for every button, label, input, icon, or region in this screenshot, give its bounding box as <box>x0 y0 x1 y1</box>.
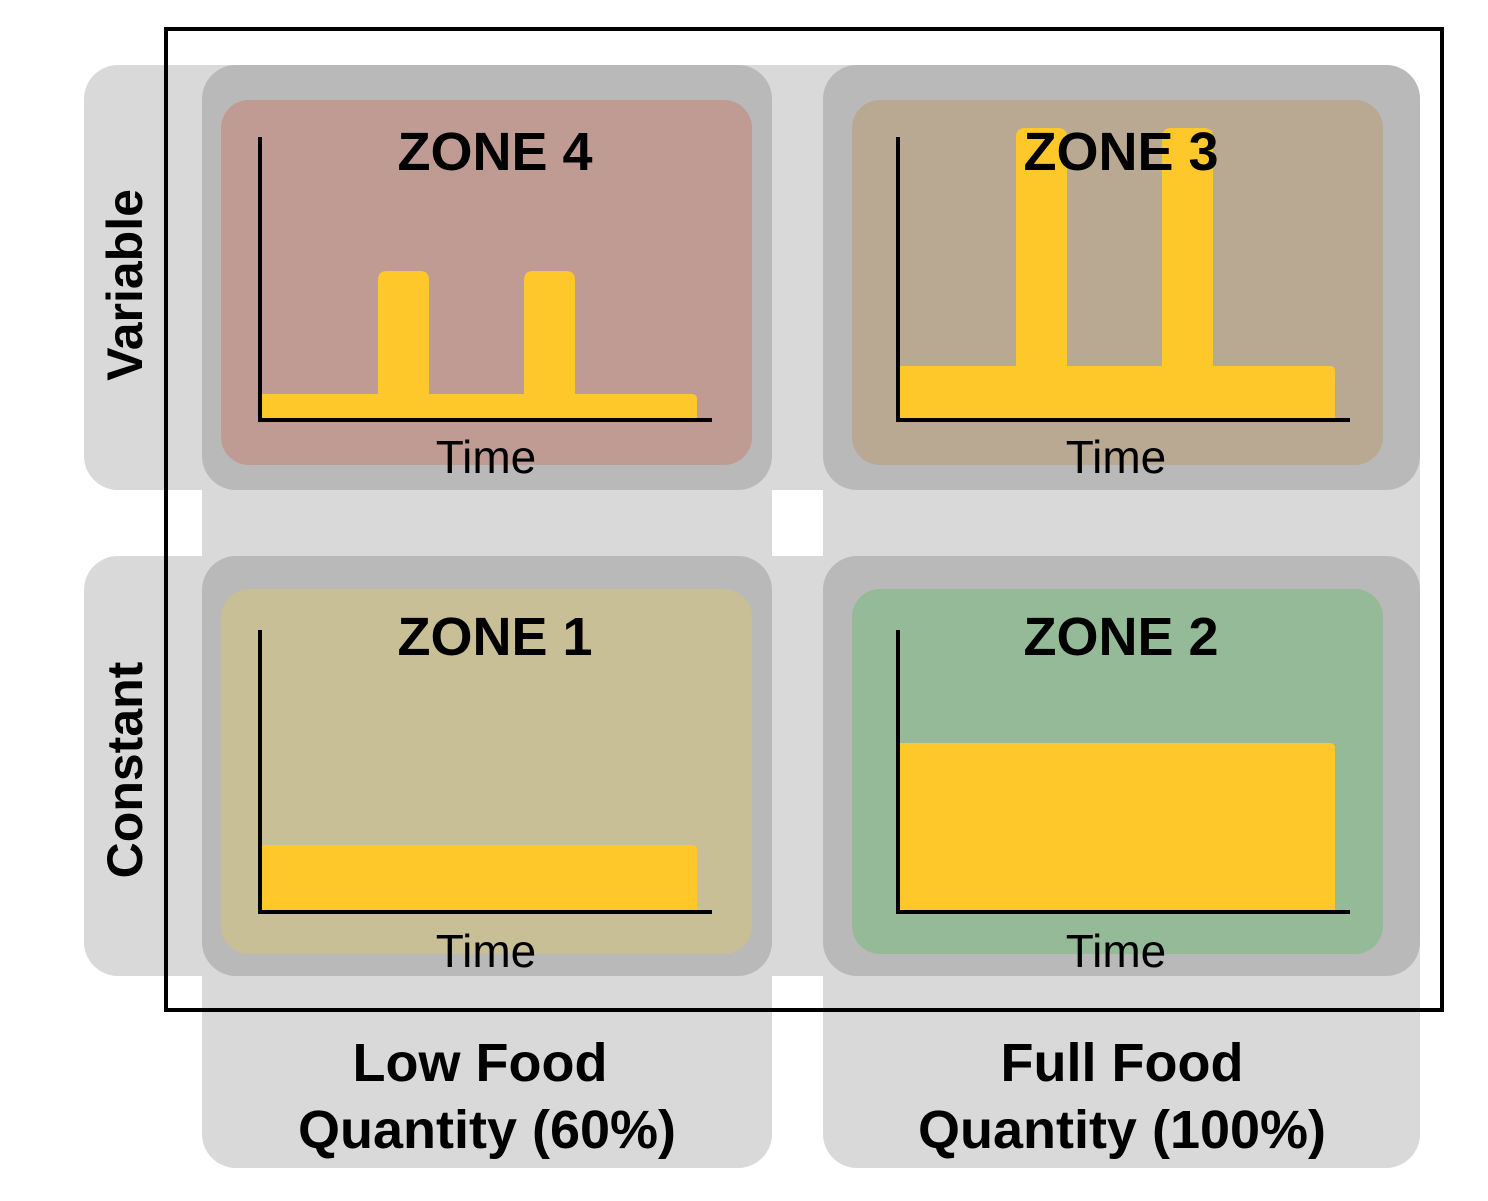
outer-frame <box>164 27 1444 1012</box>
zone-2-title: ZONE 2 <box>1023 607 1218 667</box>
column-label-low-line2: Quantity (60%) <box>298 1100 676 1160</box>
zone-3-panel: ZONE 3 Time <box>852 100 1383 483</box>
zone-2-axes <box>896 630 1350 914</box>
column-label-full-line1: Full Food <box>1001 1033 1244 1093</box>
zone-2-axis-label: Time <box>1066 925 1167 977</box>
row-label-variable: Variable <box>97 189 153 381</box>
zone-4-axes <box>258 137 712 422</box>
zone-1-food-profile <box>262 845 697 910</box>
column-label-low: Low Food Quantity (60%) <box>298 1033 676 1160</box>
zone-3-food-profile <box>900 128 1335 418</box>
column-label-full-line2: Quantity (100%) <box>918 1100 1326 1160</box>
zone-2-food-profile <box>900 743 1335 910</box>
zone-1-axis-label: Time <box>436 925 537 977</box>
row-label-constant: Constant <box>97 661 153 878</box>
zone-4-food-profile <box>262 271 697 418</box>
column-label-low-line1: Low Food <box>353 1033 608 1093</box>
zone-3-title: ZONE 3 <box>1023 122 1218 182</box>
column-label-full: Full Food Quantity (100%) <box>918 1033 1326 1160</box>
zone-4-panel: ZONE 4 Time <box>221 100 752 483</box>
zone-1-title: ZONE 1 <box>397 607 592 667</box>
zone-1-axes <box>258 630 712 914</box>
zone-4-background <box>221 100 752 465</box>
zone-4-title: ZONE 4 <box>397 122 592 182</box>
zone-3-axis-label: Time <box>1066 431 1167 483</box>
zone-2-panel: ZONE 2 Time <box>852 589 1383 977</box>
zone-4-axis-label: Time <box>436 431 537 483</box>
zone-3-axes <box>896 137 1350 422</box>
zone-1-panel: ZONE 1 Time <box>221 589 752 977</box>
